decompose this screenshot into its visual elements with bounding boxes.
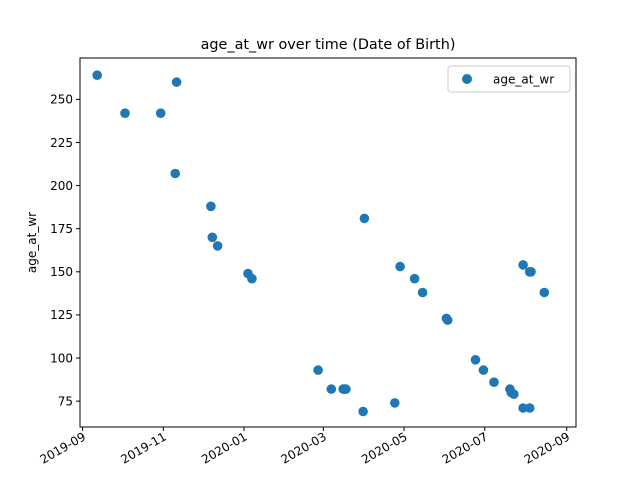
chart-title: age_at_wr over time (Date of Birth) [201, 37, 456, 53]
x-tick-label: 2019-09 [38, 429, 88, 466]
legend-label: age_at_wr [493, 73, 554, 87]
data-point [539, 287, 550, 298]
data-point [395, 261, 405, 272]
data-point [470, 355, 481, 365]
data-point [326, 384, 337, 394]
data-point [409, 273, 420, 284]
y-tick-label: 100 [50, 351, 73, 365]
x-tick-label: 2020-01 [199, 429, 249, 466]
y-tick-label: 150 [50, 265, 73, 279]
data-point [212, 241, 223, 251]
data-point [509, 389, 519, 400]
data-point [478, 365, 489, 375]
legend-marker [462, 74, 472, 84]
data-point [442, 315, 453, 325]
legend: age_at_wr [447, 65, 571, 93]
plot-frame [79, 57, 577, 428]
data-point [92, 70, 102, 80]
data-point [489, 377, 499, 388]
data-point [313, 365, 323, 375]
x-tick-label: 2020-05 [359, 429, 409, 466]
y-tick-label: 75 [58, 394, 73, 408]
x-tick-label: 2020-09 [522, 429, 572, 466]
y-axis-label: age_at_wr [25, 212, 39, 273]
data-point [247, 273, 257, 284]
y-tick-label: 225 [50, 136, 73, 150]
data-point [524, 403, 535, 413]
y-tick-label: 125 [50, 308, 73, 322]
data-point [518, 260, 528, 270]
data-point [518, 403, 528, 413]
data-point [417, 287, 428, 298]
x-tick-label: 2019-11 [118, 429, 168, 466]
y-axis: 75 100 125 150 175 200 225 250 [50, 93, 80, 408]
y-tick-label: 200 [50, 179, 73, 193]
x-tick-label: 2020-07 [440, 429, 490, 466]
data-point [358, 406, 368, 417]
data-point [120, 108, 130, 118]
data-point [390, 398, 400, 408]
data-point [207, 232, 218, 243]
data-point [341, 384, 351, 394]
x-axis: 2019-09 2019-11 2020-01 2020-03 2020-05 2020-… [38, 427, 572, 467]
y-tick-label: 250 [50, 93, 73, 107]
data-points [92, 70, 550, 417]
x-tick-label: 2020-03 [278, 429, 328, 466]
data-point [170, 168, 180, 179]
legend-box [447, 65, 571, 93]
data-point [171, 77, 182, 87]
data-point [526, 267, 536, 277]
data-point [359, 213, 370, 224]
data-point [206, 201, 216, 212]
y-tick-label: 175 [50, 222, 73, 236]
data-point [155, 108, 166, 118]
